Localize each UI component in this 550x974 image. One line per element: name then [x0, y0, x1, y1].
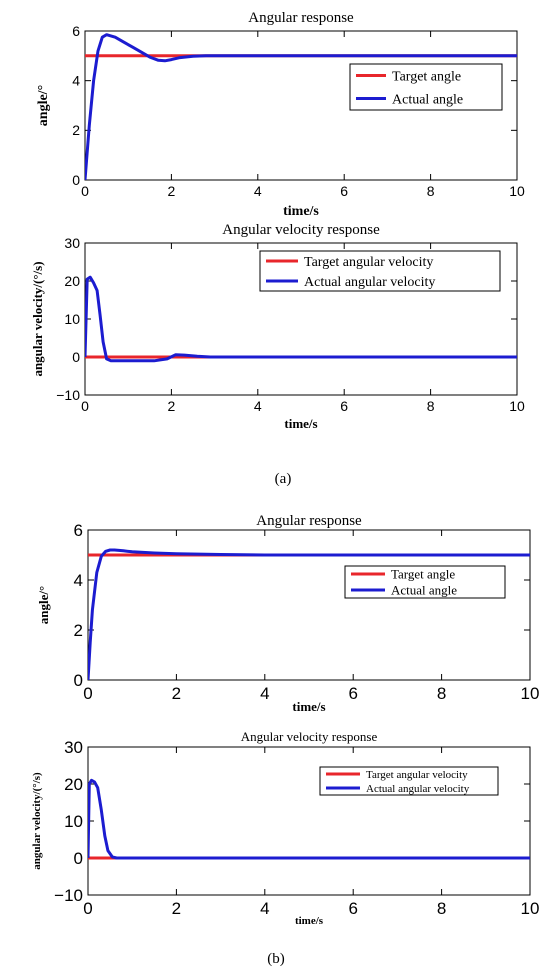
- actual-line: [88, 548, 530, 680]
- x-tick-label: 4: [260, 684, 269, 703]
- x-tick-label: 6: [340, 398, 348, 414]
- y-tick-label: 0: [74, 849, 83, 868]
- x-tick-label: 10: [521, 684, 540, 703]
- y-tick-label: 10: [64, 311, 80, 327]
- x-tick-label: 10: [509, 398, 525, 414]
- x-axis-label: time/s: [295, 915, 324, 927]
- y-tick-label: 6: [74, 521, 83, 540]
- legend: Target angular velocity Actual angular ve…: [259, 250, 501, 292]
- y-tick-label: 30: [64, 235, 80, 251]
- legend-box: [259, 250, 501, 292]
- chart-title: Angular response: [248, 10, 354, 26]
- caption-b: (b): [267, 951, 285, 967]
- y-tick-label: 4: [72, 73, 80, 89]
- y-tick-label: 10: [64, 812, 83, 831]
- x-tick-label: 8: [437, 684, 446, 703]
- x-tick-label: 8: [427, 398, 435, 414]
- chart-title: Angular velocity response: [241, 729, 378, 744]
- actual-line: [85, 275, 517, 363]
- x-tick-label: 0: [83, 899, 92, 918]
- legend-label: Actual angle: [391, 583, 457, 598]
- y-tick-label: 2: [72, 122, 80, 138]
- x-tick-label: 10: [521, 899, 540, 918]
- x-tick-label: 2: [172, 684, 181, 703]
- y-tick-label: 20: [64, 273, 80, 289]
- y-axis-label: angular velocity/(°/s): [31, 772, 43, 870]
- x-tick-label: 8: [437, 899, 446, 918]
- y-axis-label: angle/°: [36, 85, 51, 126]
- y-tick-label: 20: [64, 775, 83, 794]
- y-tick-label: 6: [72, 23, 80, 39]
- legend-box: [319, 766, 499, 796]
- x-tick-label: 0: [81, 183, 89, 199]
- y-tick-label: −10: [56, 387, 80, 403]
- chart-3: Angular response 0 2 4 6 8 10 0 2 4 6 time/s angle/°…: [36, 513, 539, 714]
- x-tick-label: 8: [427, 183, 435, 199]
- x-tick-label: 4: [260, 899, 269, 918]
- x-tick-label: 6: [348, 899, 357, 918]
- x-tick-label: 4: [254, 398, 262, 414]
- legend-label: Target angular velocity: [366, 769, 468, 781]
- legend-box: [344, 565, 506, 599]
- x-tick-label: 0: [83, 684, 92, 703]
- y-tick-label: 0: [74, 671, 83, 690]
- legend-label: Actual angle: [392, 92, 463, 107]
- legend-label: Target angle: [391, 567, 455, 582]
- y-tick-label: 2: [74, 621, 83, 640]
- y-tick-label: 30: [64, 738, 83, 757]
- x-tick-label: 6: [340, 183, 348, 199]
- legend: Target angle Actual angle: [349, 63, 503, 111]
- y-tick-label: −10: [54, 886, 83, 905]
- x-axis-label: time/s: [292, 699, 325, 714]
- y-axis-label: angle/°: [36, 586, 51, 624]
- x-tick-label: 2: [168, 398, 176, 414]
- x-axis-label: time/s: [284, 416, 317, 431]
- x-tick-label: 0: [81, 398, 89, 414]
- x-axis-label: time/s: [283, 204, 319, 219]
- x-tick-label: 6: [348, 684, 357, 703]
- chart-title: Angular velocity response: [222, 222, 380, 238]
- x-tick-label: 4: [254, 183, 262, 199]
- chart-1: Angular response 0 2 4 6 8 10 0 2 4 6 time/s angle/°…: [36, 10, 525, 219]
- y-tick-label: 0: [72, 172, 80, 188]
- x-tick-label: 2: [172, 899, 181, 918]
- chart-title: Angular response: [256, 513, 362, 529]
- y-tick-label: 0: [72, 349, 80, 365]
- legend-label: Target angle: [392, 69, 461, 84]
- legend-label: Target angular velocity: [304, 255, 433, 270]
- actual-line: [88, 778, 530, 860]
- legend: Target angular velocity Actual angular ve…: [319, 766, 499, 796]
- x-tick-label: 10: [509, 183, 525, 199]
- x-tick-label: 2: [168, 183, 176, 199]
- legend-label: Actual angular velocity: [304, 275, 435, 290]
- legend-box: [349, 63, 503, 111]
- legend-label: Actual angular velocity: [366, 783, 470, 795]
- y-tick-label: 4: [74, 571, 83, 590]
- y-axis-label: angular velocity/(°/s): [30, 261, 45, 376]
- caption-a: (a): [274, 471, 292, 487]
- actual-line: [85, 33, 517, 180]
